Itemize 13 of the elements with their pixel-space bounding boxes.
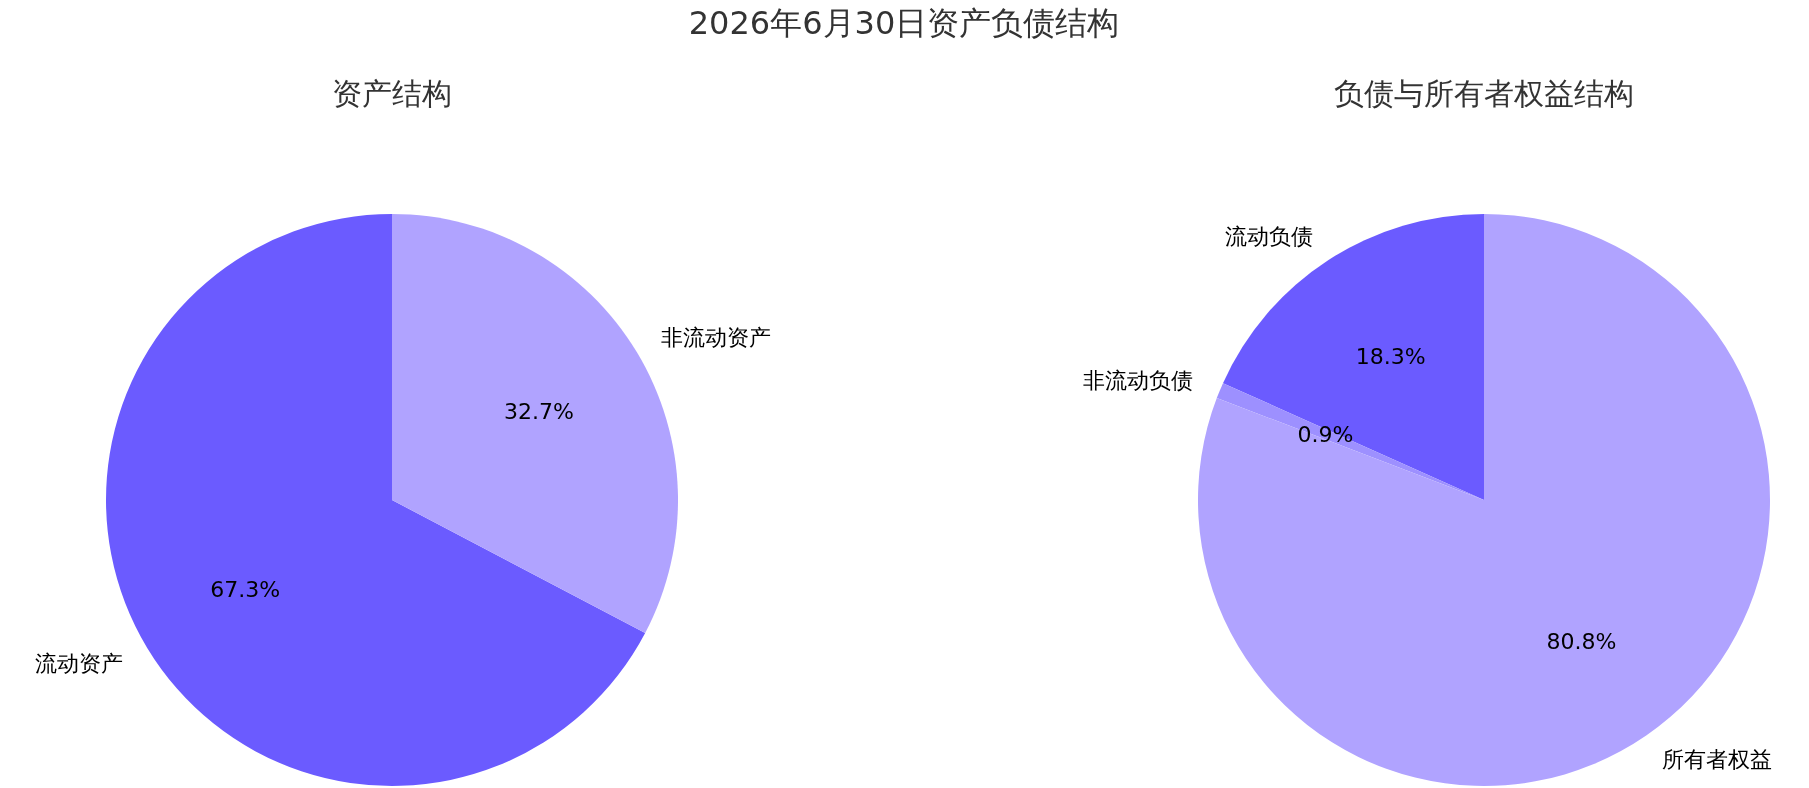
- text: 2026年6月30日资产负债结构: [688, 4, 1120, 42]
- data-label: 0.9%: [1297, 422, 1354, 448]
- slice-label: 流动负债: [1224, 223, 1313, 249]
- data-label: 80.8%: [1546, 629, 1617, 655]
- slice-label: 非流动负债: [1083, 367, 1194, 393]
- data-label: 67.3%: [210, 576, 281, 602]
- chart-title: 负债与所有者权益结构: [1334, 76, 1634, 111]
- chart-title: 资产结构: [332, 76, 452, 111]
- slice-label: 非流动资产: [661, 325, 772, 351]
- data-label: 32.7%: [503, 399, 574, 425]
- slice-label: 所有者权益: [1662, 747, 1773, 773]
- data-label: 18.3%: [1355, 343, 1426, 369]
- slice-label: 流动资产: [34, 650, 123, 676]
